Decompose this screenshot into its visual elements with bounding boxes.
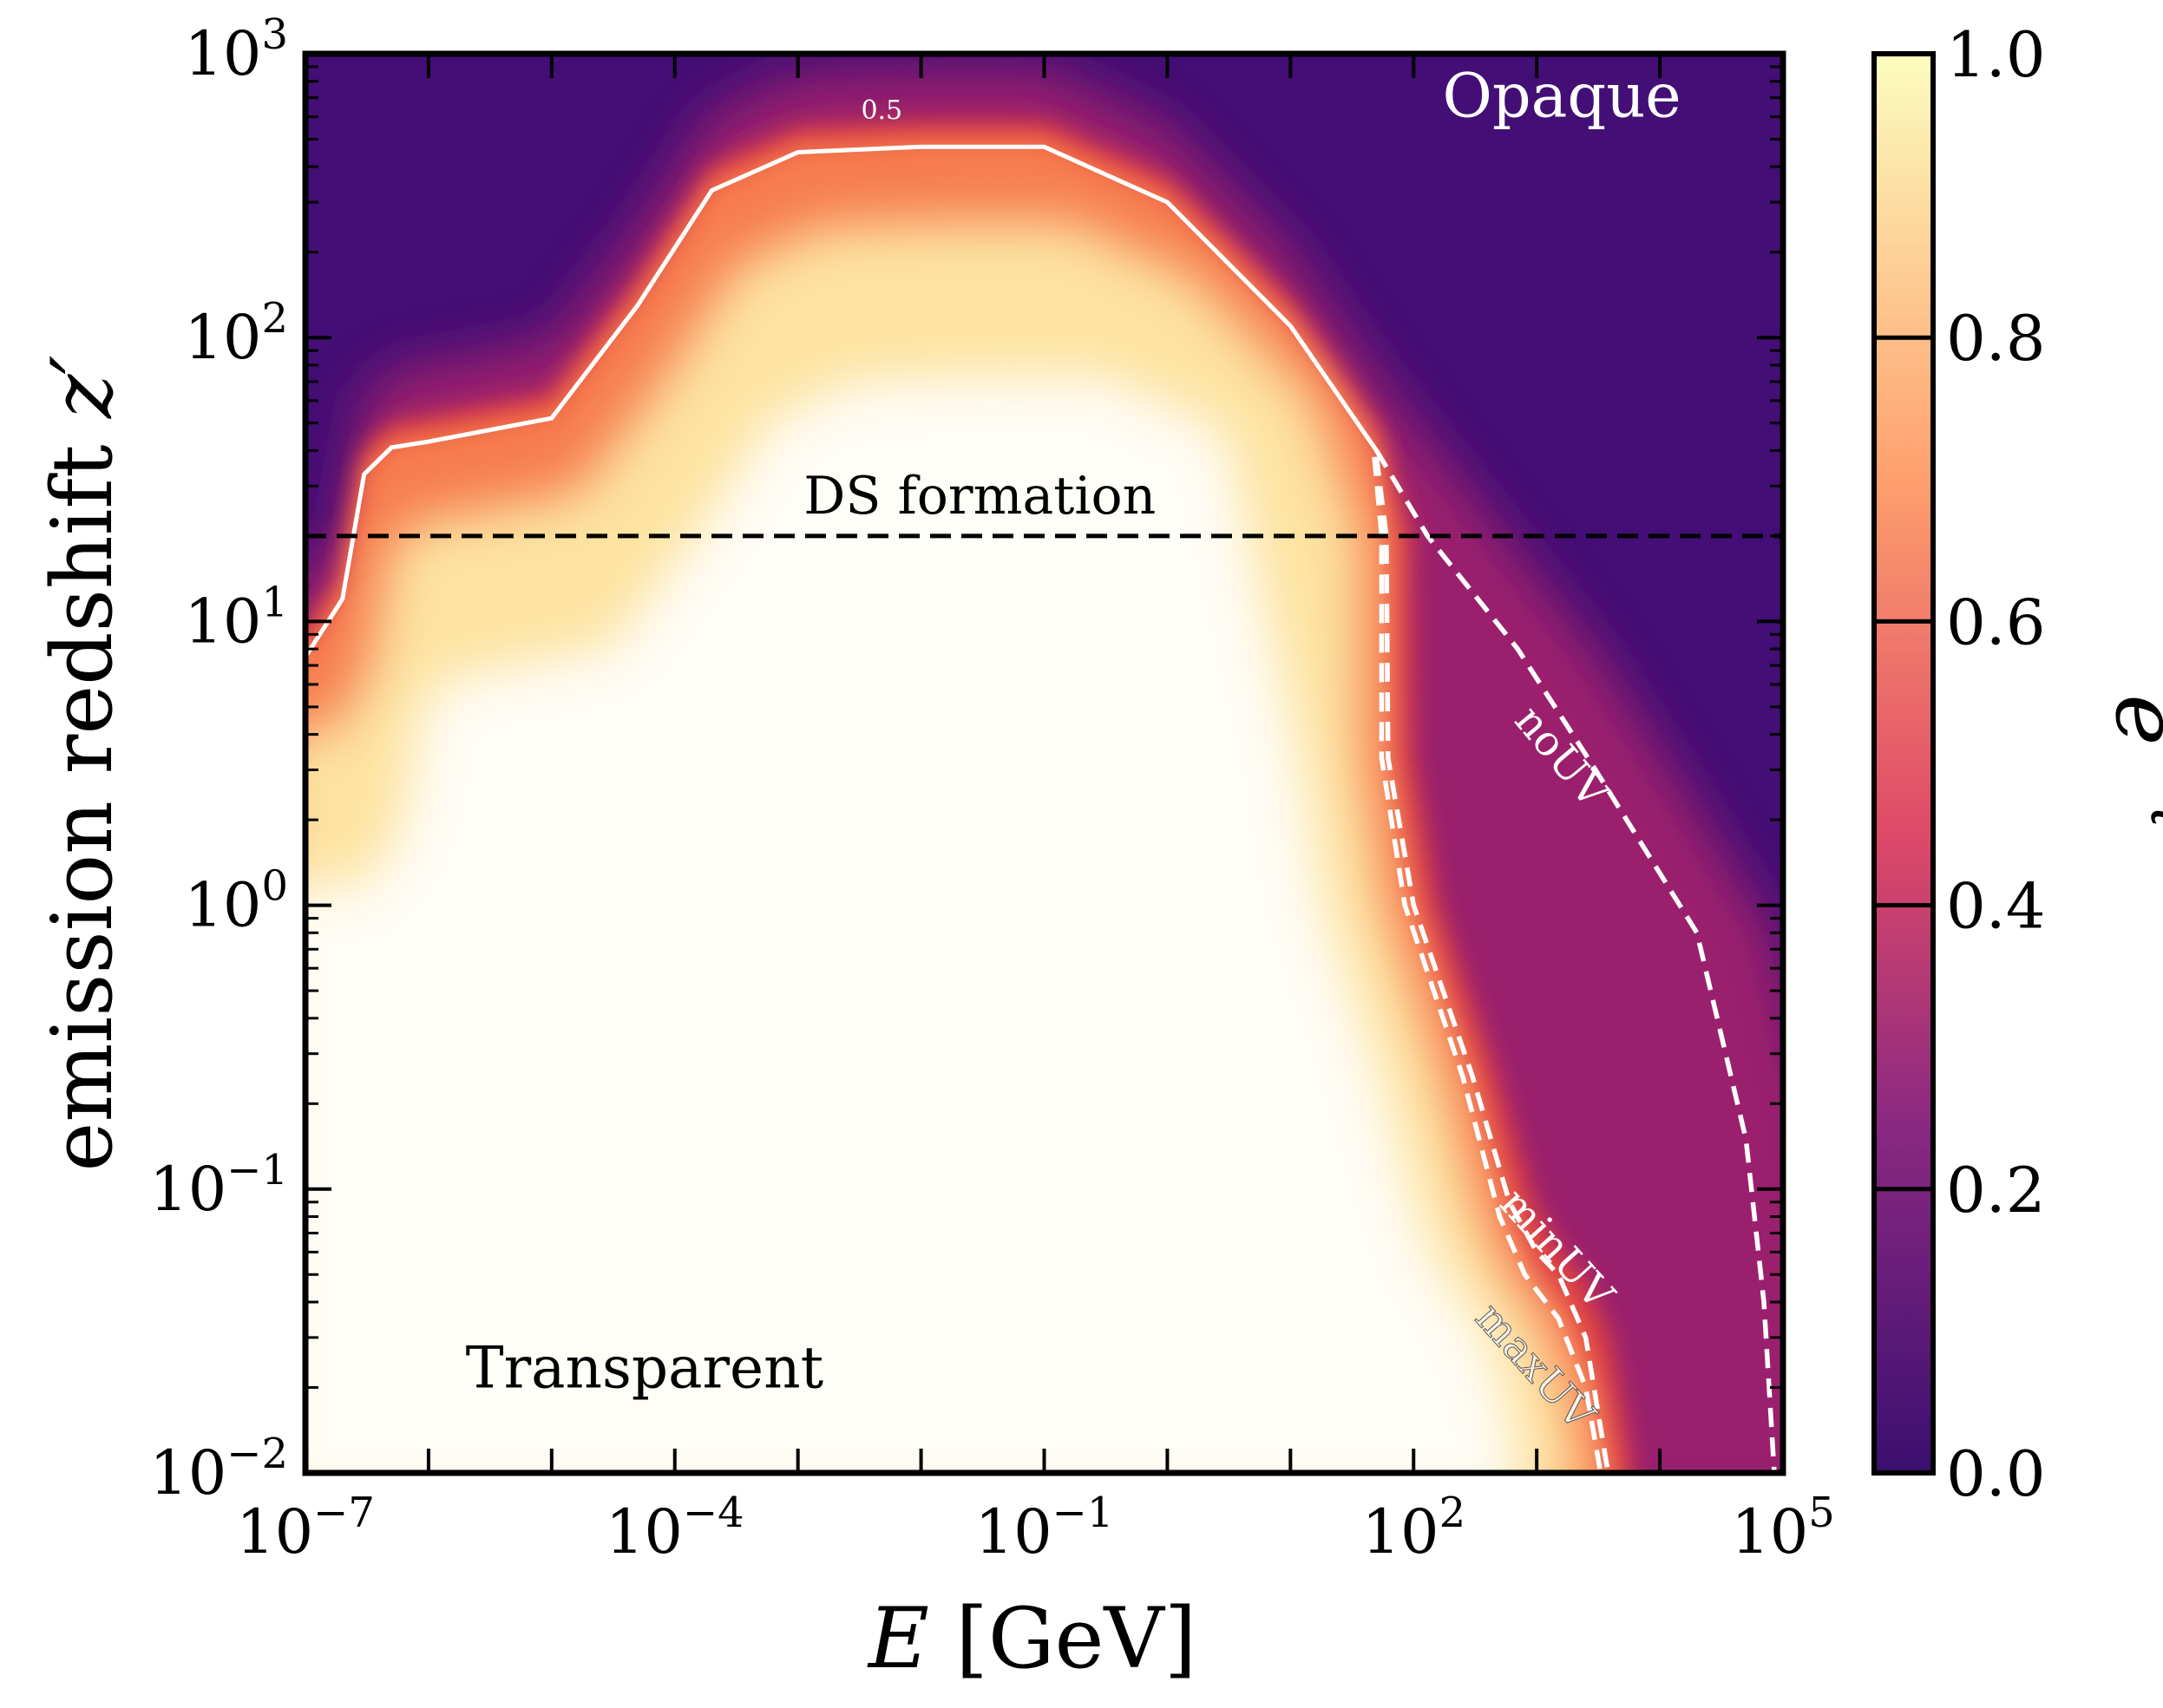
y-tick-exp: 1 [261, 578, 288, 626]
colorbar: 0.0 0.2 0.4 0.6 0.8 1.0 e−τ [1871, 18, 2163, 1510]
colorbar-tick-label: 0.4 [1946, 870, 2046, 943]
colorbar-title: e−τ [2096, 694, 2163, 834]
y-axis-title: emission redshift z′ [34, 355, 131, 1171]
minUV-curve [1373, 456, 1611, 1473]
x-tick-base: 10 [1361, 1496, 1439, 1567]
colorbar-tick-label: 0.6 [1946, 586, 2046, 658]
y-tick-base: 10 [149, 1154, 226, 1225]
y-tick-base: 10 [184, 18, 261, 89]
x-tick-base: 10 [975, 1496, 1052, 1567]
x-axis-title: E [GeV] [867, 1590, 1196, 1687]
colorbar-gradient [1874, 54, 1933, 1473]
x-tick-exp: 5 [1808, 1489, 1835, 1537]
y-tick-label: 10−2 [149, 1430, 288, 1508]
x-tick-exp: −7 [313, 1489, 375, 1537]
y-tick-label: 101 [184, 578, 288, 657]
y-axis-symbol: z′ [34, 355, 131, 419]
contour-label: 0.5 [861, 95, 902, 126]
x-tick-exp: 2 [1439, 1489, 1466, 1537]
y-tick-base: 10 [184, 586, 261, 657]
x-tick-base: 10 [1731, 1496, 1808, 1567]
heat-transparent-core [305, 376, 1519, 1473]
colorbar-title-exp: −τ [2137, 746, 2163, 834]
noUV-curve [1374, 448, 1777, 1473]
y-tick-label: 102 [184, 294, 288, 373]
x-tick-label: 105 [1731, 1489, 1835, 1567]
y-tick-exp: 0 [261, 862, 288, 911]
y-tick-label: 10−1 [149, 1146, 288, 1225]
y-tick-exp: −2 [226, 1430, 288, 1478]
y-tick-exp: −1 [226, 1146, 288, 1194]
y-tick-base: 10 [184, 302, 261, 373]
maxUV-curve [1372, 456, 1603, 1473]
colorbar-tick-label: 0.2 [1946, 1154, 2046, 1227]
colorbar-title-base: e [2096, 694, 2163, 745]
x-axis-unit: [GeV] [929, 1590, 1196, 1687]
colorbar-tick-labels: 0.0 0.2 0.4 0.6 0.8 1.0 [1946, 18, 2046, 1510]
y-tick-label: 103 [184, 10, 288, 89]
curves [305, 144, 1783, 1473]
heatmap [305, 54, 1783, 1473]
y-tick-label: 100 [184, 862, 288, 941]
contour-0p5-line [305, 144, 1379, 658]
colorbar-frame [1871, 51, 1936, 1476]
x-tick-labels: 10−7 10−4 10−1 102 105 [236, 1489, 1835, 1567]
y-axis-text: emission redshift [34, 418, 131, 1172]
x-tick-exp: −1 [1052, 1489, 1114, 1537]
plot-frame [302, 50, 1786, 1476]
x-tick-label: 102 [1361, 1489, 1465, 1567]
y-tick-base: 10 [184, 870, 261, 941]
x-tick-label: 10−1 [975, 1489, 1114, 1567]
y-tick-exp: 2 [261, 294, 288, 343]
y-tick-base: 10 [149, 1437, 226, 1508]
colorbar-tick-label: 1.0 [1946, 18, 2046, 91]
opaque-annotation: Opaque [1442, 61, 1681, 132]
ds-formation-label: DS formation [803, 466, 1156, 527]
x-tick-base: 10 [236, 1496, 313, 1567]
x-tick-exp: −4 [683, 1489, 744, 1537]
colorbar-tick-label: 0.8 [1946, 302, 2046, 375]
x-tick-base: 10 [606, 1496, 683, 1567]
x-tick-label: 10−4 [606, 1489, 744, 1567]
y-tick-exp: 3 [261, 10, 288, 59]
colorbar-tick-label: 0.0 [1946, 1437, 2046, 1510]
x-tick-label: 10−7 [236, 1489, 375, 1567]
x-axis-symbol: E [867, 1590, 929, 1687]
transparent-annotation: Transparent [466, 1335, 824, 1402]
